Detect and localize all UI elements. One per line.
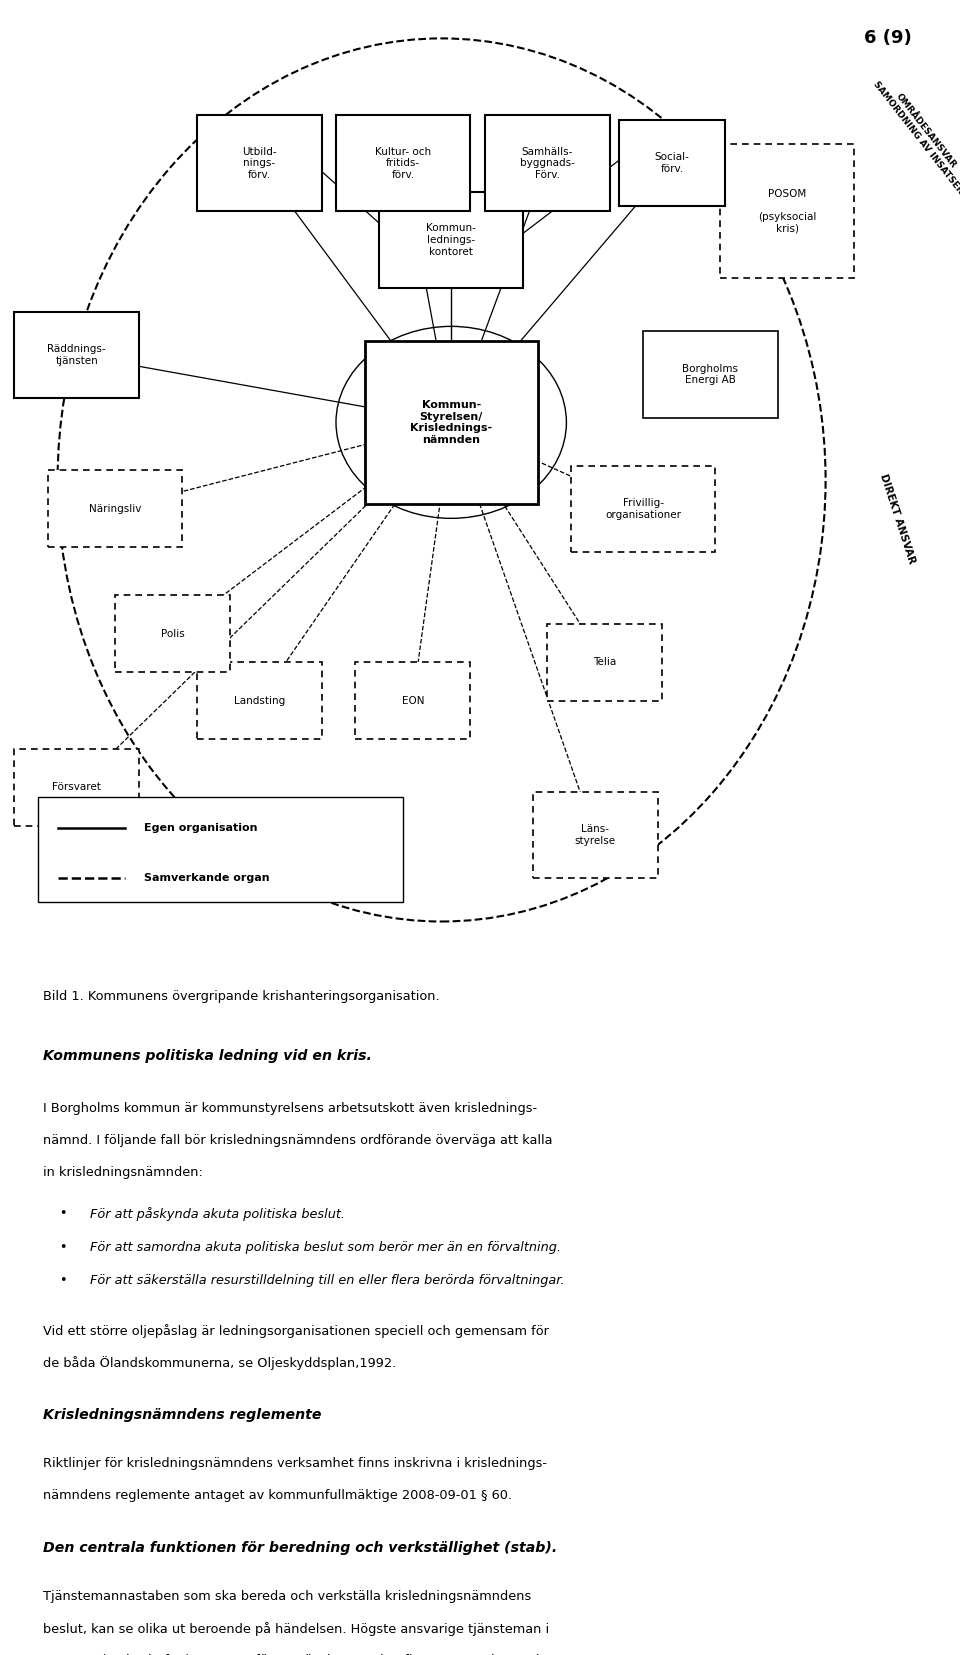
Text: Kultur- och
fritids-
förv.: Kultur- och fritids- förv. <box>375 147 431 180</box>
FancyBboxPatch shape <box>485 116 610 212</box>
Text: 6 (9): 6 (9) <box>864 28 912 46</box>
Text: •: • <box>60 1241 67 1254</box>
Text: Frivillig-
organisationer: Frivillig- organisationer <box>605 498 682 520</box>
FancyBboxPatch shape <box>197 662 322 740</box>
Text: Riktlinjer för krisledningsnämndens verksamhet finns inskrivna i krislednings-: Riktlinjer för krisledningsnämndens verk… <box>43 1456 547 1470</box>
Text: Den centrala funktionen för beredning och verkställighet (stab).: Den centrala funktionen för beredning oc… <box>43 1541 558 1554</box>
Text: För att påskynda akuta politiska beslut.: För att påskynda akuta politiska beslut. <box>89 1208 345 1221</box>
Text: •: • <box>60 1208 67 1220</box>
Text: in krisledningsnämnden:: in krisledningsnämnden: <box>43 1165 204 1178</box>
Text: Samverkande organ: Samverkande organ <box>144 874 270 884</box>
Text: Bild 1. Kommunens övergripande krishanteringsorganisation.: Bild 1. Kommunens övergripande krishante… <box>43 990 440 1003</box>
Text: POSOM

(psyksocial
kris): POSOM (psyksocial kris) <box>758 189 816 233</box>
FancyBboxPatch shape <box>38 796 403 902</box>
Text: Polis: Polis <box>161 629 184 639</box>
Text: beslut, kan se olika ut beroende på händelsen. Högste ansvarige tjänsteman i: beslut, kan se olika ut beroende på händ… <box>43 1622 549 1637</box>
Text: Utbild-
nings-
förv.: Utbild- nings- förv. <box>242 147 276 180</box>
FancyBboxPatch shape <box>197 116 322 212</box>
FancyBboxPatch shape <box>547 624 662 700</box>
Text: OMRÅDESANSVAR
SAMORDNING AV INSATSER: OMRÅDESANSVAR SAMORDNING AV INSATSER <box>871 73 960 195</box>
Text: Vid ett större oljepåslag är ledningsorganisationen speciell och gemensam för: Vid ett större oljepåslag är ledningsorg… <box>43 1324 549 1339</box>
FancyBboxPatch shape <box>336 116 470 212</box>
FancyBboxPatch shape <box>720 144 854 278</box>
Text: EON: EON <box>401 695 424 705</box>
FancyBboxPatch shape <box>48 470 182 548</box>
Text: Telia: Telia <box>593 657 616 667</box>
FancyBboxPatch shape <box>571 465 715 553</box>
Text: Krisledningsnämndens reglemente: Krisledningsnämndens reglemente <box>43 1407 322 1422</box>
FancyBboxPatch shape <box>365 341 538 503</box>
Text: Kommunens politiska ledning vid en kris.: Kommunens politiska ledning vid en kris. <box>43 1049 372 1063</box>
Text: nämnd. I följande fall bör krisledningsnämndens ordförande överväga att kalla: nämnd. I följande fall bör krisledningsn… <box>43 1134 553 1147</box>
FancyBboxPatch shape <box>355 662 470 740</box>
Text: Försvaret: Försvaret <box>53 783 101 793</box>
Text: Näringsliv: Näringsliv <box>89 503 141 513</box>
Text: Räddnings-
tjänsten: Räddnings- tjänsten <box>47 344 107 366</box>
FancyBboxPatch shape <box>115 596 230 672</box>
FancyBboxPatch shape <box>14 313 139 399</box>
Text: Kommun-
lednings-
kontoret: Kommun- lednings- kontoret <box>426 223 476 257</box>
Text: Kommun-
Styrelsen/
Krislednings-
nämnden: Kommun- Styrelsen/ Krislednings- nämnden <box>410 401 492 445</box>
Text: För att samordna akuta politiska beslut som berör mer än en förvaltning.: För att samordna akuta politiska beslut … <box>89 1241 561 1254</box>
FancyBboxPatch shape <box>379 192 523 288</box>
Text: Social-
förv.: Social- förv. <box>655 152 689 174</box>
Text: nämndens reglemente antaget av kommunfullmäktige 2008-09-01 § 60.: nämndens reglemente antaget av kommunful… <box>43 1490 513 1503</box>
Text: För att säkerställa resurstilldelning till en eller flera berörda förvaltningar.: För att säkerställa resurstilldelning ti… <box>89 1274 564 1288</box>
Text: DIREKT ANSVAR: DIREKT ANSVAR <box>878 472 917 564</box>
FancyBboxPatch shape <box>14 748 139 826</box>
Text: I Borgholms kommun är kommunstyrelsens arbetsutskott även krislednings-: I Borgholms kommun är kommunstyrelsens a… <box>43 1102 538 1115</box>
Text: •: • <box>60 1274 67 1288</box>
FancyBboxPatch shape <box>643 331 778 417</box>
FancyBboxPatch shape <box>533 793 658 879</box>
Text: Tjänstemannastaben som ska bereda och verkställa krisledningsnämndens: Tjänstemannastaben som ska bereda och ve… <box>43 1590 532 1604</box>
Text: de båda Ölandskommunerna, se Oljeskyddsplan,1992.: de båda Ölandskommunerna, se Oljeskyddsp… <box>43 1355 396 1370</box>
Text: Samhälls-
byggnads-
Förv.: Samhälls- byggnads- Förv. <box>519 147 575 180</box>
Text: Borgholms
Energi AB: Borgholms Energi AB <box>683 364 738 386</box>
Text: Landsting: Landsting <box>233 695 285 705</box>
Text: Läns-
styrelse: Läns- styrelse <box>575 824 615 846</box>
FancyBboxPatch shape <box>619 121 725 207</box>
Text: Egen organisation: Egen organisation <box>144 824 257 834</box>
